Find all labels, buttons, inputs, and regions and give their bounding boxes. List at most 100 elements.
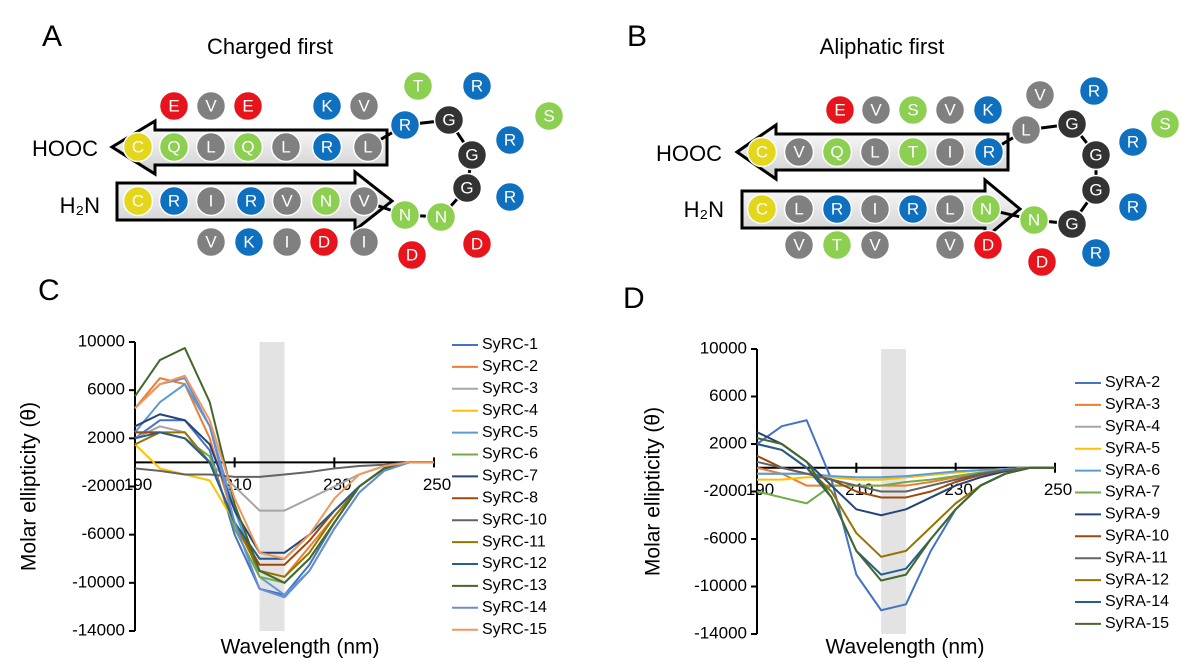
residue xyxy=(783,229,815,261)
residue-label: K xyxy=(982,100,994,119)
residue xyxy=(348,226,380,258)
residue xyxy=(232,90,264,122)
legend-label: SyRC-7 xyxy=(482,468,538,485)
residue-label: E xyxy=(242,96,253,115)
residue-label: E xyxy=(168,96,179,115)
residue-label: D xyxy=(471,234,483,253)
residue xyxy=(396,239,428,271)
legend-label: SyRC-15 xyxy=(482,621,547,638)
residue xyxy=(1026,246,1058,278)
residue-label: G xyxy=(442,110,455,129)
residue xyxy=(970,193,1002,225)
y-tick-label: 2000 xyxy=(87,428,125,447)
legend-label: SyRA-3 xyxy=(1105,396,1160,413)
residue-label: R xyxy=(1127,197,1139,216)
residue xyxy=(461,228,493,260)
residue-label: N xyxy=(980,199,992,218)
residue-label: L xyxy=(206,137,215,156)
legend-label: SyRA-5 xyxy=(1105,440,1160,457)
residue xyxy=(311,131,343,163)
residue-label: Q xyxy=(167,137,180,156)
legend-label: SyRC-8 xyxy=(482,490,538,507)
residue-label: G xyxy=(1065,114,1078,133)
residue xyxy=(783,136,815,168)
residue xyxy=(1149,108,1181,140)
residue xyxy=(897,193,929,225)
legend-label: SyRC-4 xyxy=(482,402,538,419)
residue-label: I xyxy=(362,232,367,251)
legend-label: SyRA-4 xyxy=(1105,418,1160,435)
residue-label: R xyxy=(831,199,843,218)
residue xyxy=(271,185,303,217)
residue-label: T xyxy=(908,142,918,161)
y-tick-label: -14000 xyxy=(72,620,125,639)
series-line xyxy=(134,347,434,584)
y-tick-label: 6000 xyxy=(87,380,125,399)
residue xyxy=(1080,237,1112,269)
residue xyxy=(821,193,853,225)
residue xyxy=(122,131,154,163)
residue-label: R xyxy=(321,137,333,156)
residue xyxy=(859,193,891,225)
residue xyxy=(158,185,190,217)
residue xyxy=(158,131,190,163)
residue-label: I xyxy=(285,232,290,251)
y-axis-title: Molar ellipticity (θ) xyxy=(18,402,41,571)
y-tick-label: 10000 xyxy=(78,331,125,350)
c-terminus: HOOC xyxy=(656,141,722,166)
residue-label: I xyxy=(873,199,878,218)
residue-label: V xyxy=(205,232,217,251)
residue-label: V xyxy=(358,191,370,210)
series-line xyxy=(134,374,434,560)
residue xyxy=(746,136,778,168)
y-tick-label: 2000 xyxy=(709,433,747,452)
legend-label: SyRA-10 xyxy=(1105,528,1169,545)
residue xyxy=(348,185,380,217)
residue-label: V xyxy=(793,142,805,161)
residue-label: R xyxy=(504,130,516,149)
residue-label: G xyxy=(1065,214,1078,233)
residue-label: L xyxy=(281,137,290,156)
residue xyxy=(389,199,421,231)
residue xyxy=(973,136,1005,168)
legend-label: SyRA-2 xyxy=(1105,374,1160,391)
series-line xyxy=(134,461,434,478)
residue-label: G xyxy=(1089,145,1102,164)
residue-label: G xyxy=(1089,180,1102,199)
residue xyxy=(308,226,340,258)
residue xyxy=(195,226,227,258)
legend-label: SyRC-2 xyxy=(482,358,538,375)
residue xyxy=(934,193,966,225)
residue xyxy=(232,131,264,163)
residue xyxy=(1018,204,1050,236)
residue xyxy=(860,94,892,126)
residue xyxy=(1024,79,1056,111)
c-terminus: HOOC xyxy=(32,136,98,161)
residue-label: R xyxy=(399,115,411,134)
residue-label: V xyxy=(793,235,805,254)
panel-label: B xyxy=(627,20,647,53)
y-tick-label: -10000 xyxy=(72,572,125,591)
residue-label: G xyxy=(460,178,473,197)
legend-label: SyRA-7 xyxy=(1105,484,1160,501)
x-axis-title: Wavelength (nm) xyxy=(220,636,379,659)
residue-label: R xyxy=(1127,132,1139,151)
residue-label: V xyxy=(205,96,217,115)
residue xyxy=(389,109,421,141)
residue-label: G xyxy=(465,145,478,164)
residue xyxy=(821,136,853,168)
panel-title: Aliphatic first xyxy=(820,34,945,59)
residue-label: V xyxy=(944,100,956,119)
residue xyxy=(821,229,853,261)
residue-label: R xyxy=(168,191,180,210)
residue xyxy=(1117,126,1149,158)
residue-label: Q xyxy=(830,142,843,161)
legend-label: SyRC-13 xyxy=(482,577,547,594)
residue-label: L xyxy=(363,137,372,156)
residue-label: N xyxy=(1028,210,1040,229)
residue xyxy=(425,201,457,233)
residue-label: L xyxy=(794,199,803,218)
residue xyxy=(402,70,434,102)
residue-label: V xyxy=(870,100,882,119)
